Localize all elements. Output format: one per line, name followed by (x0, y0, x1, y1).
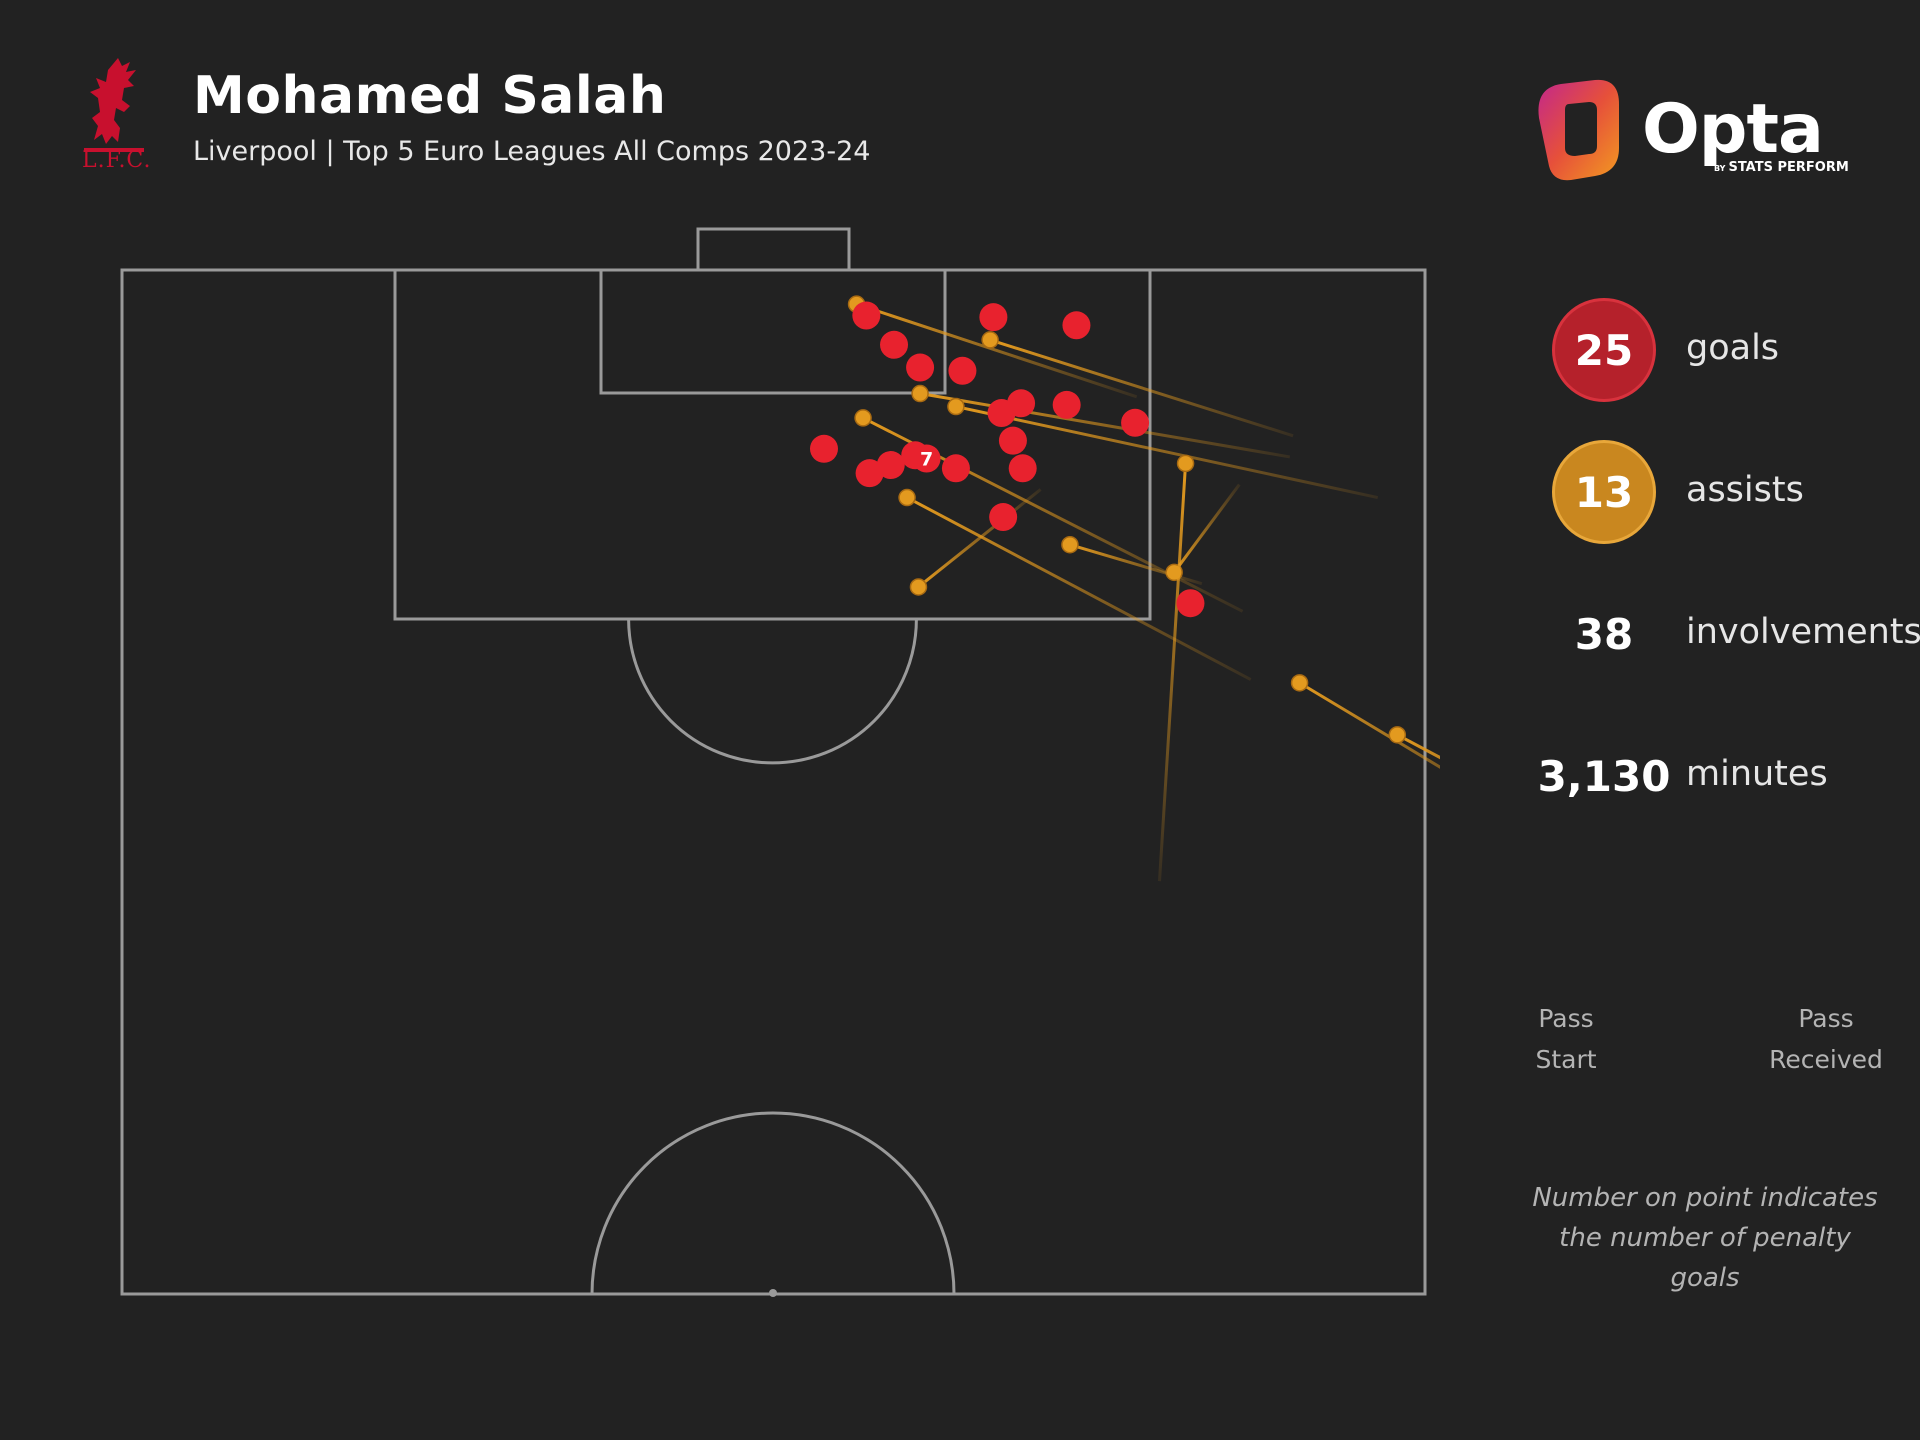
assist-received-point (854, 409, 872, 427)
goal-point (979, 303, 1008, 332)
legend-end-line1: Pass (1798, 1004, 1854, 1033)
minutes-value: 3,130 (1537, 751, 1671, 801)
legend-end-line2: Received (1769, 1045, 1883, 1074)
goal-point (852, 301, 881, 330)
page-subtitle: Liverpool | Top 5 Euro Leagues All Comps… (193, 136, 871, 167)
assist-received-point (911, 384, 929, 403)
legend-start-line1: Pass (1538, 1004, 1594, 1033)
goal-point (941, 454, 970, 483)
pitch-boundary (120, 268, 1427, 1296)
assist-pass-line (1298, 681, 1440, 769)
page-title: Mohamed Salah (193, 66, 667, 126)
club-logo-text: L.F.C. (82, 148, 152, 173)
stat-assists: 13 assists (1552, 440, 1920, 550)
goal-point (1062, 311, 1091, 340)
goal (696, 227, 851, 272)
minutes-label: minutes (1686, 754, 1828, 794)
opta-brand: Opta (1642, 90, 1824, 169)
legend-start-line2: Start (1535, 1045, 1597, 1074)
opta-tagline-by: BY (1714, 164, 1726, 173)
assist-pass-line (856, 302, 1138, 399)
footnote-line1: Number on point indicates (1532, 1183, 1878, 1213)
goal-point (948, 356, 977, 385)
assist-received-point (1061, 535, 1079, 554)
opta-tagline: BY STATS PERFORM (1714, 160, 1849, 175)
assist-received-point (947, 397, 965, 416)
centre-circle (590, 1111, 956, 1295)
goal-point (1052, 390, 1081, 419)
assist-received-point (1290, 674, 1309, 692)
assist-pass-line (955, 405, 1379, 500)
penalty-arc (627, 618, 918, 765)
stat-involvements: 38 involvements (1552, 582, 1920, 692)
assists-badge: 13 (1552, 440, 1656, 544)
assist-received-point (898, 488, 916, 507)
stat-goals: 25 goals (1552, 298, 1920, 408)
involvements-value: 38 (1574, 609, 1634, 659)
goal-point (998, 426, 1027, 455)
goal-point (989, 503, 1018, 532)
assist-pass-line (1172, 483, 1241, 574)
assist-received-point (1176, 454, 1195, 473)
goal-point (1121, 408, 1150, 437)
footnote: Number on point indicates the number of … (1525, 1178, 1885, 1298)
assist-pass-line (906, 496, 1252, 681)
assists-label: assists (1686, 470, 1804, 510)
assist-received-point (909, 578, 928, 596)
centre-spot (769, 1289, 777, 1297)
assist-pass-line (917, 488, 1042, 589)
opta-logo-icon (1538, 79, 1619, 181)
goals-badge: 25 (1552, 298, 1656, 402)
penalty-goal-point (912, 444, 941, 473)
goals-label: goals (1686, 328, 1780, 368)
goal-point (880, 330, 909, 359)
involvements-label: involvements (1686, 612, 1920, 652)
liverbird-logo (84, 58, 144, 152)
penalty-goal-count: 7 (920, 449, 933, 471)
pitch-lines (120, 227, 1427, 1296)
assist-pass-line (1396, 733, 1440, 760)
goal-point (987, 399, 1016, 428)
assist-pass-line (1158, 463, 1188, 882)
goal-point (1008, 454, 1037, 483)
goal-point (809, 434, 838, 463)
footnote-line2: the number of penalty goals (1559, 1223, 1851, 1293)
goal-point (906, 353, 935, 382)
goal-point (876, 451, 905, 480)
legend-pass-received: Pass Received (1756, 998, 1896, 1080)
shot-map: 7 (120, 227, 1440, 1297)
assist-received-point (1388, 726, 1407, 744)
assist-layer (847, 295, 1440, 882)
opta-tagline-main: STATS PERFORM (1728, 160, 1849, 175)
assist-pass-line (919, 392, 1291, 459)
goal-point (1176, 589, 1205, 618)
assist-pass-line (989, 338, 1294, 438)
goal-point (855, 459, 884, 488)
goal-layer: 7 (809, 301, 1205, 618)
legend-pass-start: Pass Start (1526, 998, 1606, 1080)
stat-minutes: 3,130 minutes (1537, 724, 1920, 834)
assist-received-point (981, 331, 999, 349)
